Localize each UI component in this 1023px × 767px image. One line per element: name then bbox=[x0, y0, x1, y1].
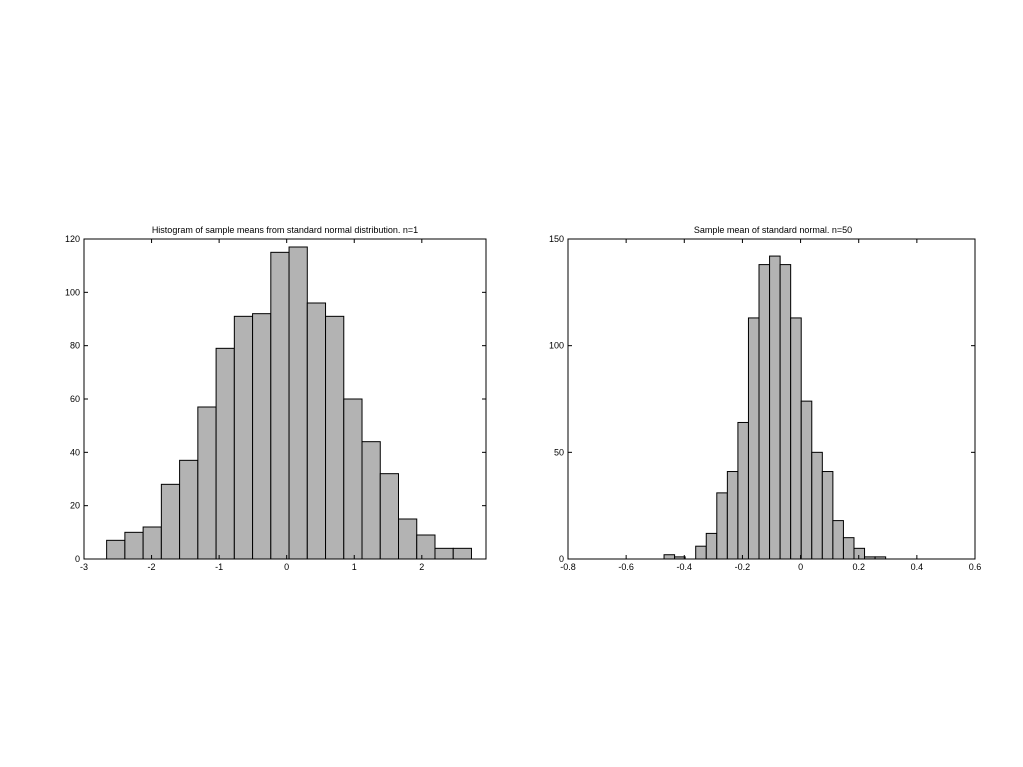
histogram-bar bbox=[325, 315, 345, 560]
x-tick-label: 0.2 bbox=[852, 562, 865, 572]
y-tick-label: 50 bbox=[554, 447, 564, 457]
y-tick-label: 0 bbox=[559, 554, 564, 564]
x-tick-label: -0.2 bbox=[735, 562, 751, 572]
histogram-panel-n50: Sample mean of standard normal. n=50 -0.… bbox=[549, 225, 981, 572]
histogram-bar bbox=[832, 520, 844, 560]
y-tick-label: 100 bbox=[65, 287, 80, 297]
histogram-bar bbox=[747, 317, 760, 560]
x-tick-label: -0.8 bbox=[560, 562, 576, 572]
histogram-bar bbox=[821, 471, 834, 560]
histogram-bar bbox=[306, 302, 327, 560]
histogram-bar bbox=[215, 347, 235, 560]
histogram-bar bbox=[800, 400, 813, 560]
histogram-bar bbox=[179, 459, 199, 560]
histogram-bar bbox=[361, 441, 381, 560]
histogram-bar bbox=[452, 547, 472, 560]
histogram-bar bbox=[270, 251, 290, 560]
chart-title: Histogram of sample means from standard … bbox=[152, 225, 418, 235]
x-tick-label: -0.4 bbox=[677, 562, 693, 572]
histogram-bar bbox=[106, 539, 126, 560]
y-tick-label: 40 bbox=[70, 447, 80, 457]
histogram-bar bbox=[124, 531, 144, 560]
x-tick-label: 1 bbox=[352, 562, 357, 572]
histogram-bar bbox=[705, 532, 718, 560]
histogram-bar bbox=[790, 317, 802, 560]
histogram-bar bbox=[726, 471, 739, 560]
x-tick-label: 0.6 bbox=[969, 562, 982, 572]
histogram-bar bbox=[695, 545, 707, 560]
histogram-bar bbox=[379, 473, 400, 560]
x-tick-label: 0.4 bbox=[911, 562, 924, 572]
histogram-bar bbox=[769, 255, 781, 560]
y-tick-label: 0 bbox=[75, 554, 80, 564]
histogram-bar bbox=[197, 406, 217, 560]
y-tick-label: 80 bbox=[70, 341, 80, 351]
histogram-panel-n1: Histogram of sample means from standard … bbox=[65, 225, 487, 572]
histogram-bar bbox=[434, 547, 454, 560]
histogram-bar bbox=[252, 313, 272, 560]
x-tick-label: 2 bbox=[419, 562, 424, 572]
histogram-bar bbox=[716, 492, 728, 560]
y-tick-label: 150 bbox=[549, 234, 564, 244]
histogram-bar bbox=[779, 264, 792, 560]
y-tick-label: 120 bbox=[65, 234, 80, 244]
histogram-bar bbox=[853, 547, 866, 560]
x-tick-label: -3 bbox=[80, 562, 88, 572]
histogram-bar bbox=[674, 556, 686, 560]
histogram-bar bbox=[737, 421, 749, 560]
y-tick-label: 100 bbox=[549, 341, 564, 351]
histogram-bar bbox=[663, 554, 676, 560]
histogram-bar bbox=[288, 246, 308, 560]
y-tick-label: 60 bbox=[70, 394, 80, 404]
histogram-bar bbox=[343, 398, 363, 560]
histogram-bar bbox=[398, 518, 418, 560]
histogram-bar bbox=[233, 315, 254, 560]
x-tick-label: 0 bbox=[284, 562, 289, 572]
histogram-bar bbox=[842, 537, 855, 560]
histogram-bar bbox=[416, 534, 436, 560]
histogram-bar bbox=[160, 483, 181, 560]
y-tick-label: 20 bbox=[70, 501, 80, 511]
histogram-bar bbox=[758, 264, 771, 560]
x-tick-label: -0.6 bbox=[618, 562, 634, 572]
chart-title: Sample mean of standard normal. n=50 bbox=[694, 225, 852, 235]
x-tick-label: -1 bbox=[215, 562, 223, 572]
histogram-bar bbox=[142, 526, 162, 560]
x-tick-label: 0 bbox=[798, 562, 803, 572]
x-tick-label: -2 bbox=[148, 562, 156, 572]
histogram-bar bbox=[864, 556, 876, 560]
histogram-bar bbox=[811, 451, 823, 560]
histogram-bar bbox=[874, 556, 887, 560]
